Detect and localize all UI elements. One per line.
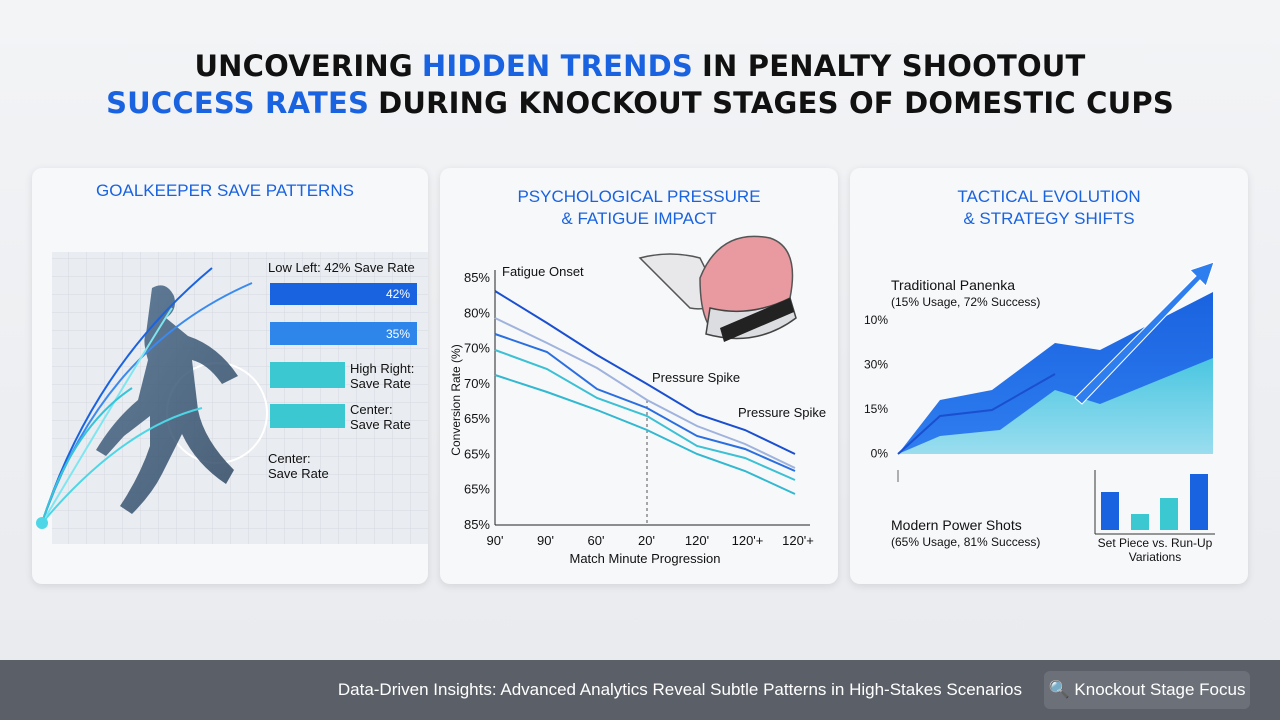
- panel-heading: & STRATEGY SHIFTS: [963, 209, 1134, 228]
- title-highlight: HIDDEN TRENDS: [421, 49, 694, 83]
- panel-heading: TACTICAL EVOLUTION: [957, 187, 1140, 206]
- x-tick-label: 90': [537, 533, 554, 548]
- area: [898, 358, 1213, 454]
- footer: Data-Driven Insights: Advanced Analytics…: [0, 660, 1280, 720]
- x-tick-label: 120'+: [782, 533, 814, 548]
- bar: [1160, 498, 1178, 530]
- axis-title: Conversion Rate (%): [449, 344, 463, 455]
- trend-lines: [494, 290, 796, 495]
- y-tick-label: 0%: [871, 447, 889, 461]
- annotation: Modern Power Shots: [891, 517, 1022, 533]
- focus-button[interactable]: 🔍 Knockout Stage Focus: [1044, 671, 1250, 709]
- panel-heading: GOALKEEPER SAVE PATTERNS: [96, 181, 354, 200]
- title-text: IN PENALTY SHOOTOUT: [702, 49, 1086, 83]
- annotation: Pressure Spike: [652, 370, 740, 385]
- boot-illustration: [638, 235, 797, 342]
- title-text: UNCOVERING: [194, 49, 413, 83]
- y-tick-label: 15%: [864, 402, 888, 416]
- arrow: [1074, 261, 1215, 405]
- y-tick-label: 85%: [464, 517, 490, 532]
- annotation: (15% Usage, 72% Success): [891, 295, 1040, 309]
- annotation: Fatigue Onset: [502, 264, 584, 279]
- x-tick-label: 20': [638, 533, 655, 548]
- trend-line: [897, 373, 1056, 455]
- label: High Right:: [350, 361, 414, 376]
- y-tick-label: 65%: [464, 411, 490, 426]
- axis-title: Match Minute Progression: [569, 551, 720, 566]
- panel: PSYCHOLOGICAL PRESSURE & FATIGUE IMPACT …: [449, 187, 826, 566]
- bar-label: 42%: [386, 287, 410, 301]
- bar: [1131, 514, 1149, 530]
- x-tick-label: 90': [487, 533, 504, 548]
- caption: Set Piece vs. Run-Up: [1098, 536, 1213, 550]
- card: TACTICAL EVOLUTION & STRATEGY SHIFTS Tra…: [850, 168, 1248, 584]
- bar: [1190, 474, 1208, 530]
- shot-trails: [41, 267, 253, 524]
- annotation: Traditional Panenka: [891, 277, 1015, 293]
- bar: [270, 362, 345, 388]
- y-tick-label: 10%: [864, 313, 888, 327]
- y-tick-label: 70%: [464, 376, 490, 391]
- title-text: DURING KNOCKOUT STAGES OF DOMESTIC CUPS: [378, 86, 1174, 120]
- label: Save Rate: [350, 376, 411, 391]
- panel-heading: PSYCHOLOGICAL PRESSURE: [517, 187, 760, 206]
- y-tick-label: 85%: [464, 270, 490, 285]
- label: Save Rate: [350, 417, 411, 432]
- label: Low Left: 42% Save Rate: [268, 260, 415, 275]
- panel: TACTICAL EVOLUTION & STRATEGY SHIFTS Tra…: [864, 187, 1215, 564]
- goalkeeper: [96, 285, 238, 514]
- bar: [270, 404, 345, 428]
- x-tick-label: 120': [685, 533, 709, 548]
- title-highlight: SUCCESS RATES: [106, 86, 370, 120]
- x-tick-label: 120'+: [732, 533, 764, 548]
- y-tick-label: 65%: [464, 482, 490, 497]
- ball: [36, 517, 48, 529]
- footer-text: Data-Driven Insights: Advanced Analytics…: [337, 680, 1022, 699]
- bar: [1101, 492, 1119, 530]
- x-tick-label: 60': [588, 533, 605, 548]
- bar: [270, 322, 417, 345]
- annotation: (65% Usage, 81% Success): [891, 535, 1040, 549]
- label: Center:: [268, 451, 311, 466]
- y-tick-label: 65%: [464, 446, 490, 461]
- label: Save Rate: [268, 466, 329, 481]
- bar-label: 35%: [386, 327, 410, 341]
- y-tick-label: 30%: [864, 358, 888, 372]
- y-tick-label: 70%: [464, 341, 490, 356]
- title: UNCOVERING HIDDEN TRENDS IN PENALTY SHOOTO…: [0, 48, 1280, 122]
- panel-heading: & FATIGUE IMPACT: [561, 209, 716, 228]
- panel: GOALKEEPER SAVE PATTERNS Low Left: 42% S…: [36, 181, 432, 544]
- annotation: Pressure Spike: [738, 405, 826, 420]
- label: Center:: [350, 402, 393, 417]
- card: GOALKEEPER SAVE PATTERNS Low Left: 42% S…: [32, 168, 432, 584]
- card: PSYCHOLOGICAL PRESSURE & FATIGUE IMPACT …: [440, 168, 838, 584]
- caption: Variations: [1129, 550, 1181, 564]
- y-tick-label: 80%: [464, 305, 490, 320]
- bar: [270, 283, 417, 305]
